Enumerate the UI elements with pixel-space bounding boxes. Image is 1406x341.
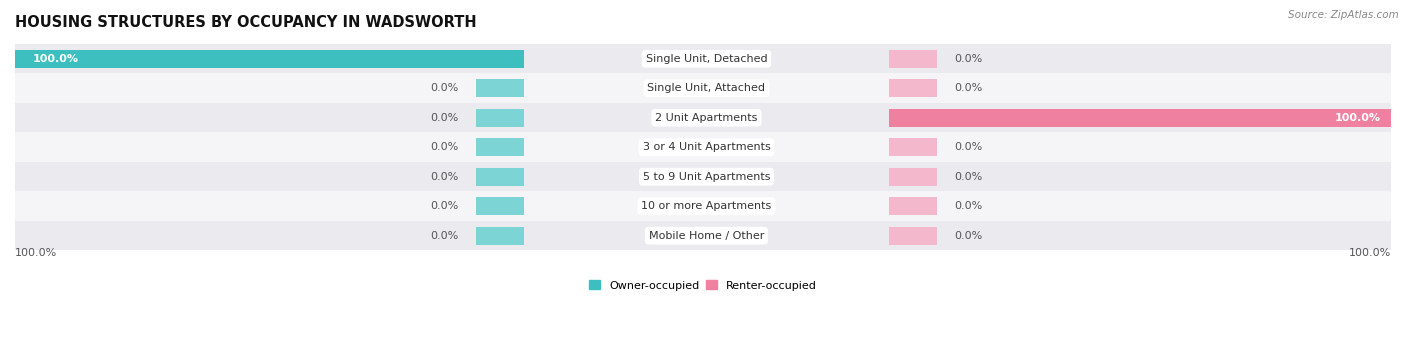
Text: 0.0%: 0.0% [430, 201, 458, 211]
Bar [889, 108, 1398, 127]
Text: 100.0%: 100.0% [15, 248, 58, 258]
Legend: Owner-occupied, Renter-occupied: Owner-occupied, Renter-occupied [585, 276, 821, 295]
Bar [15, 74, 1391, 103]
Text: 0.0%: 0.0% [955, 54, 983, 64]
Text: 0.0%: 0.0% [955, 172, 983, 182]
Bar [477, 167, 524, 186]
Bar [477, 226, 524, 245]
Bar [889, 49, 936, 68]
Bar [477, 197, 524, 215]
Text: 2 Unit Apartments: 2 Unit Apartments [655, 113, 758, 123]
Bar [889, 79, 936, 98]
Text: 10 or more Apartments: 10 or more Apartments [641, 201, 772, 211]
Bar [15, 49, 524, 68]
Text: 0.0%: 0.0% [955, 142, 983, 152]
Text: 0.0%: 0.0% [430, 113, 458, 123]
Bar [15, 103, 1391, 132]
Text: 100.0%: 100.0% [32, 54, 79, 64]
Bar [889, 197, 936, 215]
Text: 0.0%: 0.0% [430, 172, 458, 182]
Bar [15, 44, 1391, 74]
Text: 0.0%: 0.0% [955, 201, 983, 211]
Text: 0.0%: 0.0% [955, 83, 983, 93]
Text: Source: ZipAtlas.com: Source: ZipAtlas.com [1288, 10, 1399, 20]
Bar [15, 191, 1391, 221]
Text: 0.0%: 0.0% [430, 83, 458, 93]
Text: 3 or 4 Unit Apartments: 3 or 4 Unit Apartments [643, 142, 770, 152]
Text: Single Unit, Detached: Single Unit, Detached [645, 54, 768, 64]
Bar [477, 79, 524, 98]
Text: 0.0%: 0.0% [430, 231, 458, 241]
Bar [15, 162, 1391, 191]
Bar [15, 132, 1391, 162]
Bar [477, 108, 524, 127]
Text: Mobile Home / Other: Mobile Home / Other [648, 231, 763, 241]
Bar [889, 138, 936, 156]
Text: 0.0%: 0.0% [430, 142, 458, 152]
Text: 100.0%: 100.0% [1334, 113, 1381, 123]
Text: Single Unit, Attached: Single Unit, Attached [647, 83, 765, 93]
Text: HOUSING STRUCTURES BY OCCUPANCY IN WADSWORTH: HOUSING STRUCTURES BY OCCUPANCY IN WADSW… [15, 15, 477, 30]
Text: 100.0%: 100.0% [1348, 248, 1391, 258]
Bar [889, 167, 936, 186]
Text: 5 to 9 Unit Apartments: 5 to 9 Unit Apartments [643, 172, 770, 182]
Bar [477, 138, 524, 156]
Text: 0.0%: 0.0% [955, 231, 983, 241]
Bar [15, 221, 1391, 250]
Bar [889, 226, 936, 245]
